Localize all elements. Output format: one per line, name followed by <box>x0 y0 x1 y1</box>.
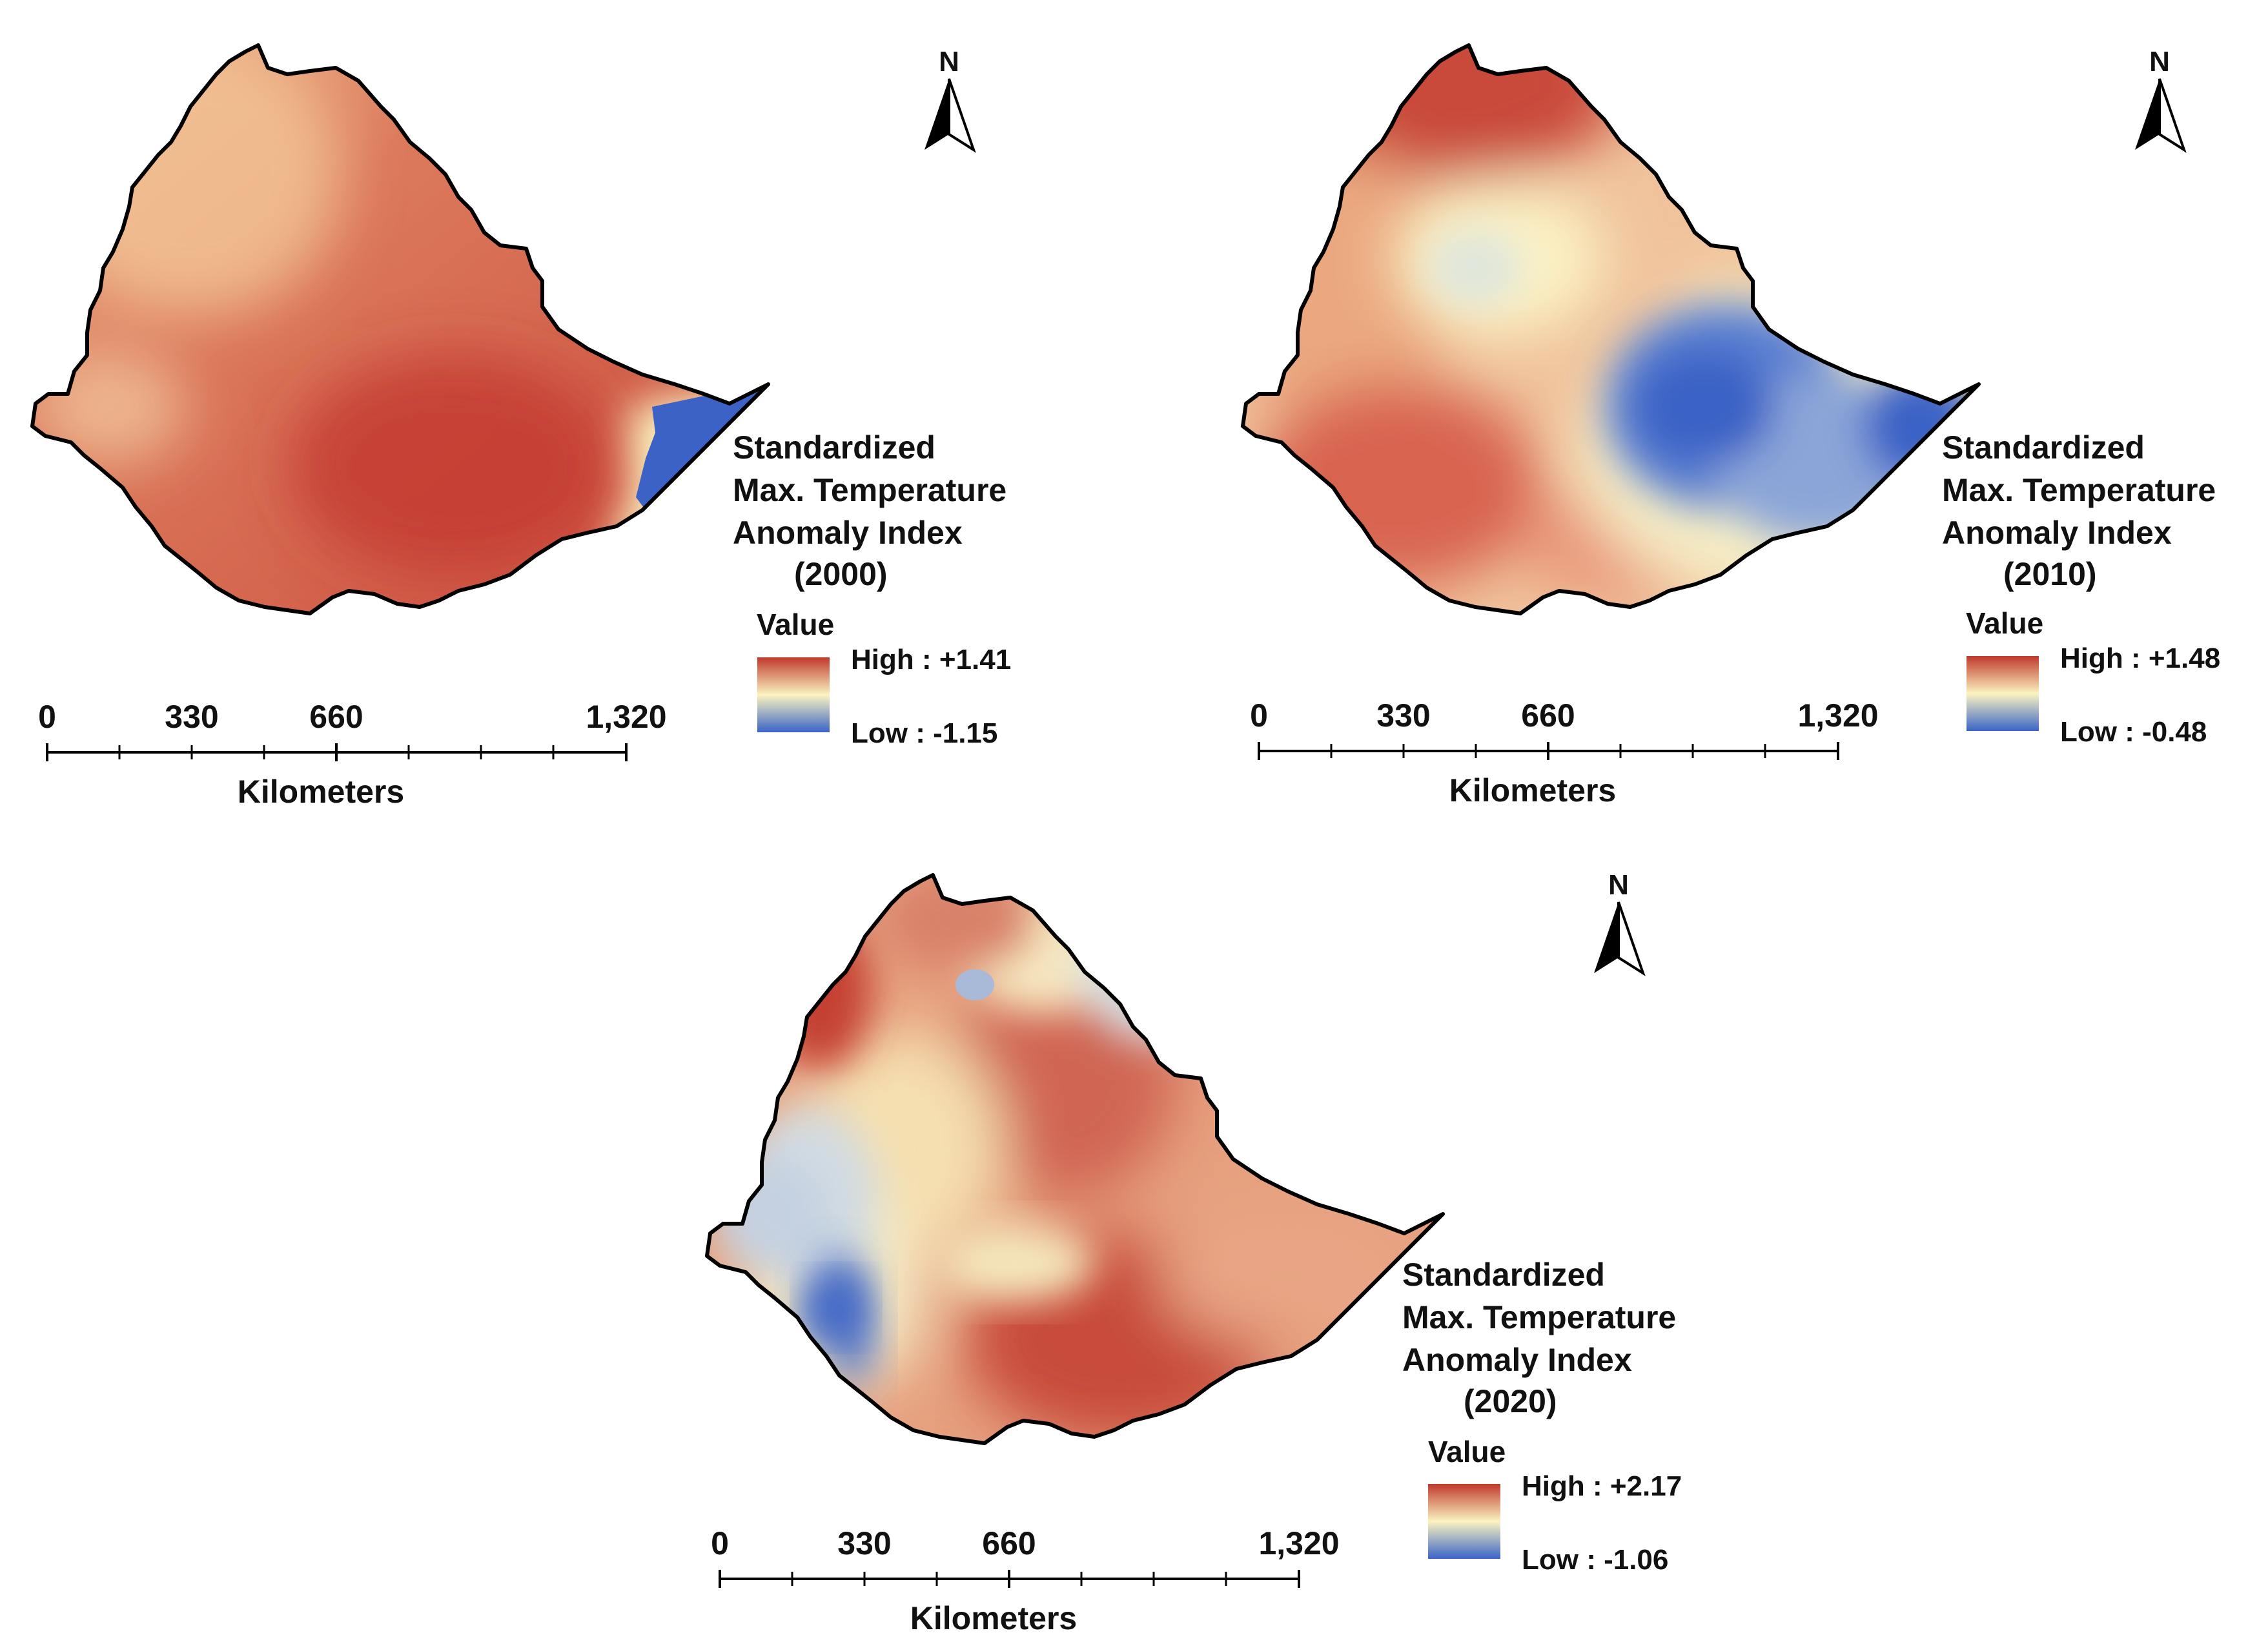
ethiopia-map-2010 <box>1211 0 2018 659</box>
legend-title-year: (2010) <box>2003 556 2097 592</box>
legend-high-label: High : +1.41 <box>851 644 1011 675</box>
legend-2020: Standardized Max. Temperature Anomaly In… <box>1402 1257 1682 1576</box>
map-panel-2010: N Standardized Max. Temperature Anomaly … <box>1211 0 2220 808</box>
legend-title-line3: Anomaly Index <box>1942 515 2172 551</box>
north-arrow-icon: N <box>1594 869 1646 976</box>
scale-tick-label: 0 <box>711 1525 729 1561</box>
legend-title-line1: Standardized <box>733 429 935 466</box>
legend-title-year: (2020) <box>1464 1383 1557 1419</box>
legend-color-ramp <box>1428 1484 1500 1559</box>
legend-value-heading: Value <box>757 608 834 641</box>
north-label: N <box>2149 46 2170 77</box>
legend-title-year: (2000) <box>794 556 888 592</box>
scale-bar-2020: 0 330 660 1,320 Kilometers <box>711 1525 1339 1636</box>
map-panel-2000: N Standardized Max. Temperature Anomaly … <box>0 13 1011 810</box>
scale-bar-2010: 0 330 660 1,320 Kilometers <box>1250 697 1878 808</box>
legend-title-line1: Standardized <box>1402 1257 1605 1293</box>
scale-tick-label: 1,320 <box>586 699 666 735</box>
legend-high-label: High : +1.48 <box>2060 643 2220 674</box>
north-label: N <box>1608 869 1629 901</box>
scale-unit-label: Kilometers <box>1449 772 1616 808</box>
legend-title-line2: Max. Temperature <box>733 472 1006 508</box>
scale-unit-label: Kilometers <box>238 774 404 810</box>
scale-tick-label: 1,320 <box>1797 697 1878 734</box>
legend-low-label: Low : -1.06 <box>1522 1544 1668 1576</box>
north-label: N <box>939 46 959 77</box>
legend-title-line3: Anomaly Index <box>1402 1342 1632 1378</box>
legend-2000: Standardized Max. Temperature Anomaly In… <box>733 429 1011 749</box>
legend-title-line1: Standardized <box>1942 429 2145 466</box>
legend-low-label: Low : -1.15 <box>851 717 997 749</box>
ethiopia-map-2020 <box>675 843 1482 1488</box>
legend-2010: Standardized Max. Temperature Anomaly In… <box>1942 429 2220 748</box>
scale-bar-2000: 0 330 660 1,320 Kilometers <box>38 699 666 810</box>
legend-high-label: High : +2.17 <box>1522 1470 1682 1502</box>
scale-tick-label: 330 <box>837 1525 891 1561</box>
scale-tick-label: 0 <box>38 699 56 735</box>
scale-tick-label: 660 <box>982 1525 1036 1561</box>
legend-title-line2: Max. Temperature <box>1942 472 2216 508</box>
scale-tick-label: 0 <box>1250 697 1268 734</box>
scale-tick-label: 660 <box>1521 697 1575 734</box>
scale-unit-label: Kilometers <box>910 1600 1077 1636</box>
ethiopia-map-2000 <box>0 13 807 659</box>
map-panel-2020: N Standardized Max. Temperature Anomaly … <box>675 843 1682 1636</box>
legend-value-heading: Value <box>1428 1435 1506 1468</box>
legend-low-label: Low : -0.48 <box>2060 716 2207 748</box>
legend-value-heading: Value <box>1966 606 2043 640</box>
legend-color-ramp <box>1967 656 2039 731</box>
scale-tick-label: 330 <box>1376 697 1430 734</box>
north-arrow-icon: N <box>925 46 976 153</box>
scale-tick-label: 660 <box>309 699 363 735</box>
north-arrow-icon: N <box>2135 46 2187 153</box>
scale-tick-label: 330 <box>165 699 218 735</box>
scale-tick-label: 1,320 <box>1258 1525 1339 1561</box>
legend-title-line3: Anomaly Index <box>733 515 963 551</box>
legend-color-ramp <box>757 657 830 732</box>
legend-title-line2: Max. Temperature <box>1402 1299 1676 1335</box>
